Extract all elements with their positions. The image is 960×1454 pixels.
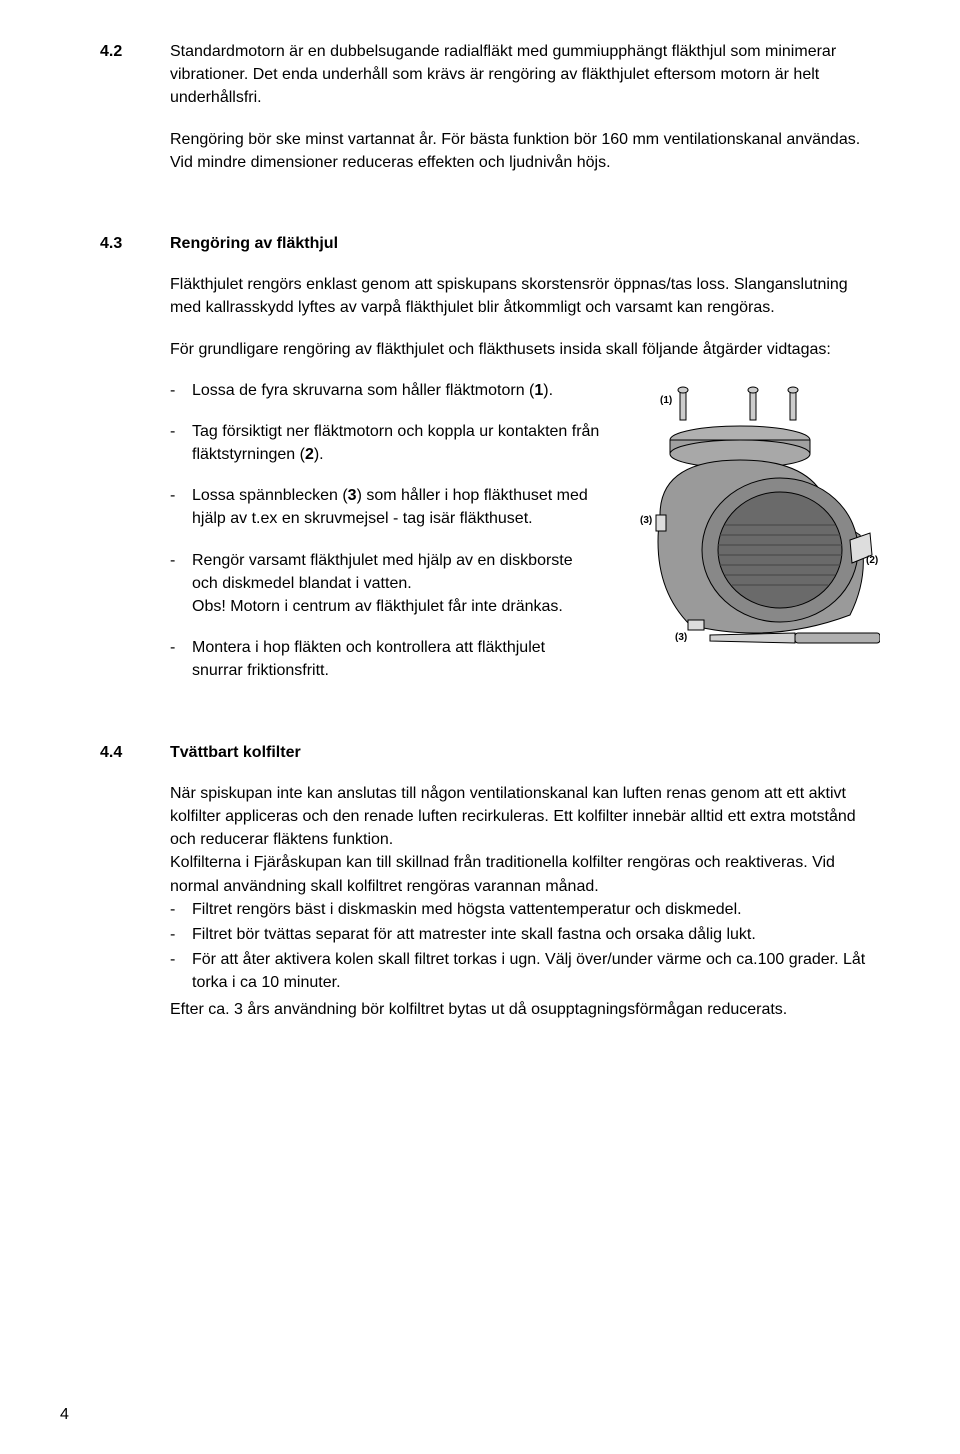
list-item: - Montera i hop fläkten och kontrollera … <box>170 636 600 682</box>
section-number: 4.3 <box>100 232 170 701</box>
dash-icon: - <box>170 379 192 402</box>
bullet-text: För att åter aktivera kolen skall filtre… <box>192 948 880 994</box>
dash-icon: - <box>170 420 192 466</box>
paragraph: När spiskupan inte kan anslutas till någ… <box>170 782 880 852</box>
dash-icon: - <box>170 948 192 994</box>
list-item: - Lossa spännblecken (3) som håller i ho… <box>170 484 600 530</box>
bullet-text: Montera i hop fläkten och kontrollera at… <box>192 636 600 682</box>
list-item: - Filtret bör tvättas separat för att ma… <box>170 923 880 946</box>
dash-icon: - <box>170 484 192 530</box>
diagram-label-3a: (3) <box>640 515 652 526</box>
bullet-text: Tag försiktigt ner fläktmotorn och koppl… <box>192 420 600 466</box>
bullet-text: Rengör varsamt fläkthjulet med hjälp av … <box>192 549 600 619</box>
text-part: Tag försiktigt ner fläktmotorn och koppl… <box>192 423 599 463</box>
section-title: Tvättbart kolfilter <box>170 741 880 764</box>
bullet-text: Lossa de fyra skruvarna som håller fläkt… <box>192 379 600 402</box>
bullet-text: Filtret rengörs bäst i diskmaskin med hö… <box>192 898 880 921</box>
dash-icon: - <box>170 923 192 946</box>
right-column: (1) (2) (3) (3) <box>620 379 880 701</box>
dash-icon: - <box>170 636 192 682</box>
paragraph: Rengöring bör ske minst vartannat år. Fö… <box>170 128 880 174</box>
bold-ref: 2 <box>305 446 314 463</box>
bullet-text: Filtret bör tvättas separat för att matr… <box>192 923 880 946</box>
list-item: - Rengör varsamt fläkthjulet med hjälp a… <box>170 549 600 619</box>
page-number: 4 <box>60 1403 69 1426</box>
bold-ref: 1 <box>534 382 543 399</box>
section-4-3: 4.3 Rengöring av fläkthjul Fläkthjulet r… <box>100 232 880 701</box>
section-4-2: 4.2 Standardmotorn är en dubbelsugande r… <box>100 40 880 192</box>
text-part: Lossa de fyra skruvarna som håller fläkt… <box>192 382 534 399</box>
diagram-label-2: (2) <box>866 555 878 566</box>
list-item: - Filtret rengörs bäst i diskmaskin med … <box>170 898 880 921</box>
section-body: Standardmotorn är en dubbelsugande radia… <box>170 40 880 192</box>
paragraph: För grundligare rengöring av fläkthjulet… <box>170 338 880 361</box>
fan-diagram-icon: (1) (2) (3) (3) <box>620 385 880 665</box>
section-body: Rengöring av fläkthjul Fläkthjulet rengö… <box>170 232 880 701</box>
section-4-4: 4.4 Tvättbart kolfilter När spiskupan in… <box>100 741 880 1022</box>
paragraph: Standardmotorn är en dubbelsugande radia… <box>170 40 880 110</box>
paragraph: Fläkthjulet rengörs enklast genom att sp… <box>170 273 880 319</box>
dash-icon: - <box>170 549 192 619</box>
text-part: ). <box>314 446 324 463</box>
list-item: - Tag försiktigt ner fläktmotorn och kop… <box>170 420 600 466</box>
list-item: - För att åter aktivera kolen skall filt… <box>170 948 880 994</box>
section-title: Rengöring av fläkthjul <box>170 232 880 255</box>
section-number: 4.2 <box>100 40 170 192</box>
bullet-text: Lossa spännblecken (3) som håller i hop … <box>192 484 600 530</box>
dash-icon: - <box>170 898 192 921</box>
section-body: Tvättbart kolfilter När spiskupan inte k… <box>170 741 880 1022</box>
text-part: ). <box>543 382 553 399</box>
diagram-label-1: (1) <box>660 395 672 406</box>
text-part: Lossa spännblecken ( <box>192 487 348 504</box>
two-column-layout: - Lossa de fyra skruvarna som håller flä… <box>170 379 880 701</box>
bold-ref: 3 <box>348 487 357 504</box>
list-item: - Lossa de fyra skruvarna som håller flä… <box>170 379 600 402</box>
left-column: - Lossa de fyra skruvarna som håller flä… <box>170 379 600 701</box>
paragraph: Kolfilterna i Fjäråskupan kan till skill… <box>170 851 880 897</box>
paragraph: Efter ca. 3 års användning bör kolfiltre… <box>170 998 880 1021</box>
section-number: 4.4 <box>100 741 170 1022</box>
diagram-label-3b: (3) <box>675 632 687 643</box>
